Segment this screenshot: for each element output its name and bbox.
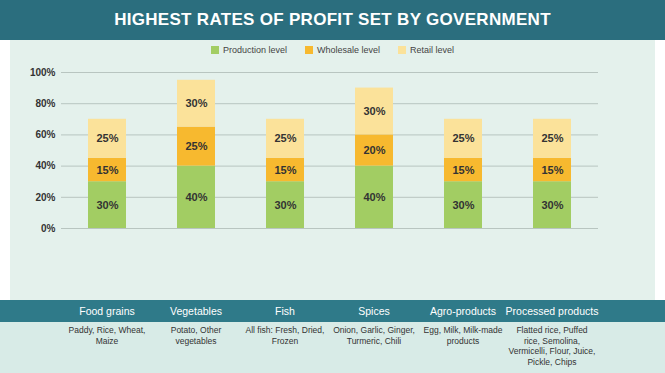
svg-text:80%: 80% — [35, 98, 55, 109]
html-text:Agro-products: Agro-products — [430, 305, 496, 317]
svg-text:15%: 15% — [274, 164, 296, 176]
html-text:HIGHEST RATES OF PROFIT SET BY: HIGHEST RATES OF PROFIT SET BY GOVERNMEN… — [114, 10, 551, 29]
html-text:Processed products: Processed products — [505, 305, 599, 317]
svg-text:40%: 40% — [35, 160, 55, 171]
svg-text:25%: 25% — [452, 132, 474, 144]
html-text:Food grains: Food grains — [79, 305, 135, 317]
svg-text:30%: 30% — [452, 199, 474, 211]
svg-text:15%: 15% — [452, 164, 474, 176]
svg-text:100%: 100% — [30, 67, 56, 78]
svg-text:40%: 40% — [363, 191, 385, 203]
svg-text:25%: 25% — [185, 140, 207, 152]
svg-text:0%: 0% — [41, 223, 56, 234]
svg-text:25%: 25% — [96, 132, 118, 144]
svg-text:60%: 60% — [35, 129, 55, 140]
html-text:Potato, Other vegetables: Potato, Other vegetables — [170, 325, 222, 346]
svg-text:30%: 30% — [274, 199, 296, 211]
svg-text:20%: 20% — [363, 144, 385, 156]
html-text:Vegetables: Vegetables — [170, 305, 222, 317]
html-text:All fish: Fresh, Dried, Frozen: All fish: Fresh, Dried, Frozen — [245, 325, 325, 346]
svg-text:30%: 30% — [541, 199, 563, 211]
svg-text:15%: 15% — [96, 164, 118, 176]
svg-text:20%: 20% — [35, 192, 55, 203]
html-text:Spices: Spices — [358, 305, 390, 317]
html-text:Onion, Garlic, Ginger, Turmeri: Onion, Garlic, Ginger, Turmeric, Chili — [333, 325, 415, 346]
svg-text:25%: 25% — [541, 132, 563, 144]
svg-text:15%: 15% — [541, 164, 563, 176]
html-text:Egg, Milk, Milk-made products: Egg, Milk, Milk-made products — [423, 325, 503, 346]
svg-text:40%: 40% — [185, 191, 207, 203]
svg-text:25%: 25% — [274, 132, 296, 144]
html-text:Wholesale level: Wholesale level — [317, 45, 380, 55]
svg-text:30%: 30% — [363, 105, 385, 117]
html-text:Fish: Fish — [275, 305, 295, 317]
html-text:Production level: Production level — [222, 45, 287, 55]
svg-text:30%: 30% — [96, 199, 118, 211]
html-text:Paddy, Rice, Wheat, Maize: Paddy, Rice, Wheat, Maize — [68, 325, 146, 346]
html-text:Retail level: Retail level — [410, 45, 454, 55]
svg-text:30%: 30% — [185, 97, 207, 109]
html-text:Flatted rice, Puffed rice, Sem: Flatted rice, Puffed rice, Semolina, Ver… — [508, 325, 596, 367]
